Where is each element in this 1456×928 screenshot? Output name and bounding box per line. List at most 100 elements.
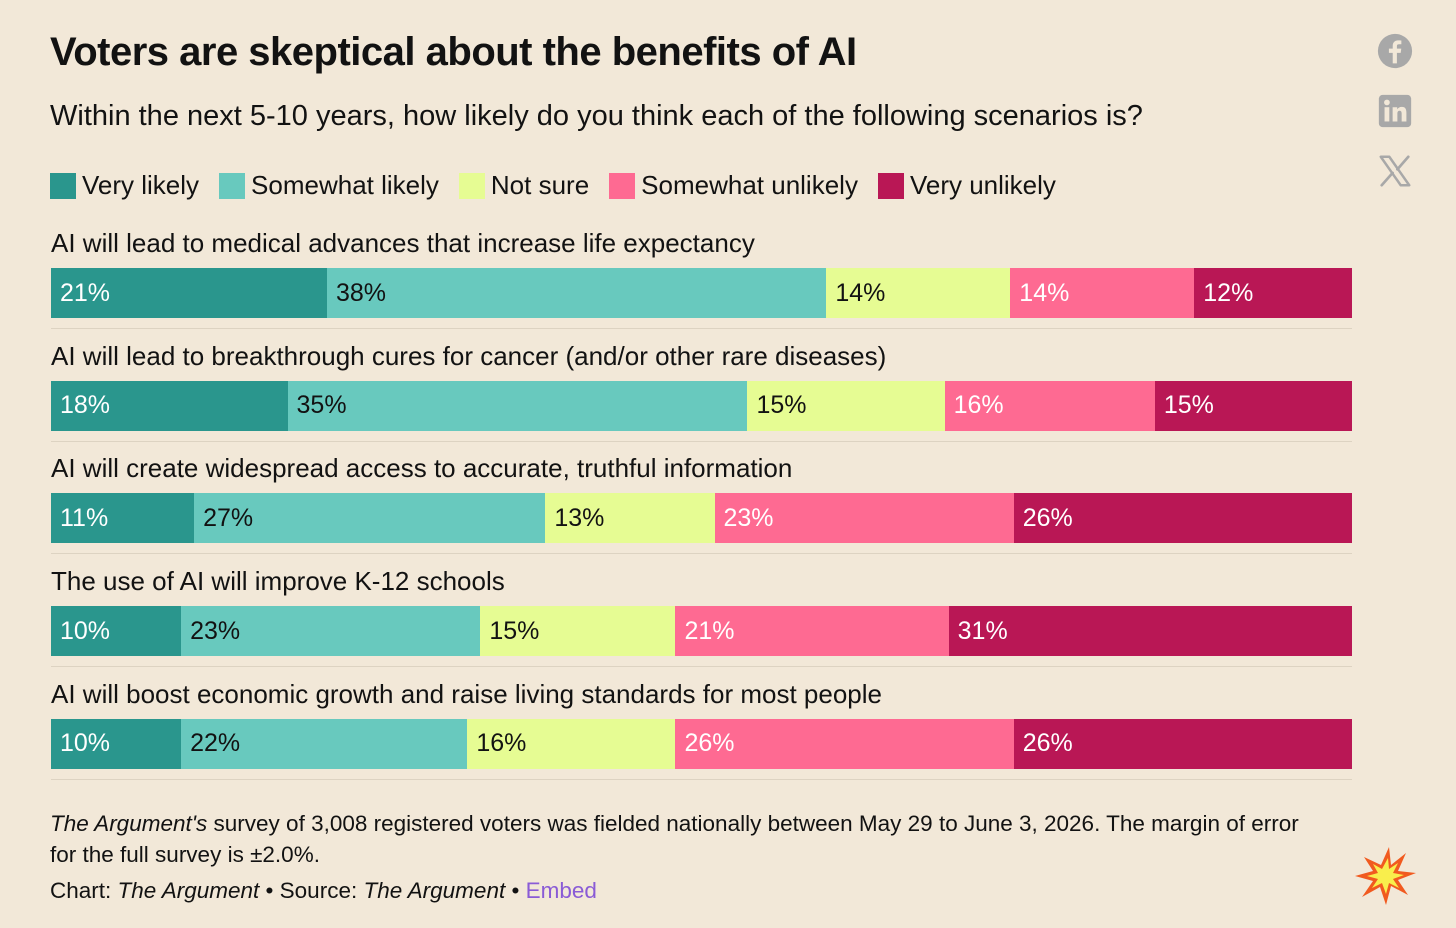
- legend-item: Not sure: [458, 170, 590, 201]
- legend-label: Somewhat likely: [251, 170, 439, 200]
- bar-segment: 18%: [51, 380, 288, 431]
- chart-row: AI will lead to medical advances that in…: [51, 224, 1352, 337]
- bar-segment: 38%: [326, 268, 827, 318]
- bar-segment: 23%: [714, 493, 1014, 544]
- facebook-share-button[interactable]: [1376, 32, 1414, 70]
- category-label: AI will lead to medical advances that in…: [51, 228, 755, 258]
- data-label: 14%: [1019, 278, 1070, 307]
- data-label: 16%: [476, 729, 527, 758]
- chart-prefix: Chart:: [50, 878, 118, 903]
- stacked-bar: 18% 35% 15% 16% 15%: [51, 380, 1352, 431]
- linkedin-share-button[interactable]: [1376, 92, 1414, 130]
- chart-credit: The Argument: [117, 878, 260, 903]
- row-divider: [51, 328, 1352, 329]
- legend-item: Somewhat likely: [219, 170, 439, 201]
- data-label: 15%: [489, 616, 540, 645]
- bar-segment: 15%: [480, 606, 676, 657]
- legend-label: Very likely: [82, 170, 200, 200]
- chart-row: The use of AI will improve K-12 schools 1…: [51, 562, 1352, 675]
- data-label: 21%: [684, 616, 735, 645]
- legend-item: Very unlikely: [877, 170, 1056, 201]
- bar-segment: 13%: [545, 493, 715, 544]
- stacked-bar: 21% 38% 14% 14% 12%: [51, 268, 1352, 318]
- row-divider: [51, 666, 1352, 668]
- bar-segment: 31%: [948, 606, 1352, 657]
- facebook-icon: [1377, 33, 1413, 69]
- data-label: 12%: [1203, 278, 1254, 307]
- bar-segment: 10%: [51, 606, 182, 657]
- data-label: 15%: [1163, 391, 1214, 420]
- source-credit: The Argument: [363, 878, 506, 903]
- bar-segment: 14%: [1010, 268, 1195, 318]
- chart-title: Voters are skeptical about the benefits …: [50, 30, 857, 74]
- data-label: 26%: [1022, 503, 1073, 532]
- bar-segment: 21%: [51, 268, 327, 318]
- category-label: AI will lead to breakthrough cures for c…: [51, 340, 887, 371]
- chart-row: AI will boost economic growth and raise …: [51, 675, 1352, 788]
- data-label: 16%: [953, 391, 1004, 420]
- legend-label: Very unlikely: [909, 170, 1056, 200]
- data-label: 38%: [335, 278, 387, 307]
- bar-segment: 11%: [51, 493, 195, 544]
- data-label: 35%: [296, 391, 347, 420]
- data-label: 21%: [60, 278, 111, 307]
- source-line: Chart: The Argument • Source: The Argume…: [50, 878, 597, 904]
- data-label: 15%: [756, 391, 807, 420]
- bar-segment: 15%: [747, 380, 945, 431]
- legend-label: Not sure: [490, 170, 590, 200]
- bar-segment: 14%: [826, 268, 1011, 318]
- stacked-bar: 10% 23% 15% 21% 31%: [51, 606, 1352, 657]
- legend-label: Somewhat unlikely: [641, 170, 858, 200]
- embed-separator: •: [505, 878, 526, 903]
- chart-row: AI will lead to breakthrough cures for c…: [51, 337, 1352, 450]
- survey-note: The Argument's survey of 3,008 registere…: [50, 808, 1330, 870]
- bar-segment: 16%: [467, 718, 676, 769]
- data-label: 26%: [684, 729, 735, 758]
- bar-segment: 27%: [194, 493, 546, 544]
- linkedin-icon: [1378, 94, 1412, 128]
- bar-segment: 22%: [181, 718, 468, 769]
- row-divider: [51, 778, 1352, 780]
- bar-segment: 15%: [1154, 380, 1352, 431]
- data-label: 26%: [1022, 729, 1073, 758]
- note-text: survey of 3,008 registered voters was fi…: [50, 811, 1299, 867]
- bar-segment: 16%: [944, 380, 1155, 431]
- category-label: AI will boost economic growth and raise …: [51, 678, 882, 709]
- bar-segment: 26%: [1013, 493, 1352, 544]
- chart-row: AI will create widespread access to accu…: [51, 449, 1352, 562]
- bar-segment: 21%: [675, 606, 949, 657]
- bar-segment: 26%: [1013, 718, 1352, 769]
- data-label: 10%: [60, 729, 111, 758]
- legend-swatch: [458, 172, 485, 199]
- data-label: 31%: [957, 616, 1008, 645]
- category-label: The use of AI will improve K-12 schools: [51, 566, 505, 597]
- legend-swatch: [50, 172, 76, 199]
- the-argument-logo-icon: [1355, 847, 1416, 905]
- bar-segment: 12%: [1194, 268, 1352, 318]
- x-share-button[interactable]: [1376, 152, 1414, 190]
- legend: Very likely Somewhat likely Not sure Somewh…: [50, 170, 1056, 201]
- row-divider: [51, 440, 1352, 442]
- category-label: AI will create widespread access to accu…: [51, 453, 793, 484]
- bar-segment: 23%: [181, 606, 481, 657]
- chart-subtitle: Within the next 5-10 years, how likely d…: [50, 100, 1143, 132]
- data-label: 13%: [554, 503, 605, 532]
- bar-segment: 26%: [675, 718, 1014, 769]
- source-prefix: • Source:: [259, 878, 364, 903]
- legend-item: Somewhat unlikely: [609, 170, 858, 201]
- data-label: 27%: [203, 503, 254, 532]
- chart-rows: AI will lead to medical advances that in…: [51, 224, 1352, 787]
- data-label: 11%: [60, 503, 109, 532]
- data-label: 23%: [723, 503, 774, 532]
- stacked-bar: 11% 27% 13% 23% 26%: [51, 493, 1352, 544]
- bar-segment: 35%: [287, 380, 748, 431]
- stacked-bar: 10% 22% 16% 26% 26%: [51, 718, 1352, 769]
- data-label: 10%: [60, 616, 111, 645]
- legend-swatch: [609, 172, 636, 199]
- row-divider: [51, 553, 1352, 555]
- data-label: 22%: [190, 729, 241, 758]
- embed-link[interactable]: Embed: [525, 878, 597, 903]
- legend-item: Very likely: [50, 170, 199, 201]
- data-label: 14%: [835, 278, 886, 307]
- data-label: 18%: [60, 391, 111, 420]
